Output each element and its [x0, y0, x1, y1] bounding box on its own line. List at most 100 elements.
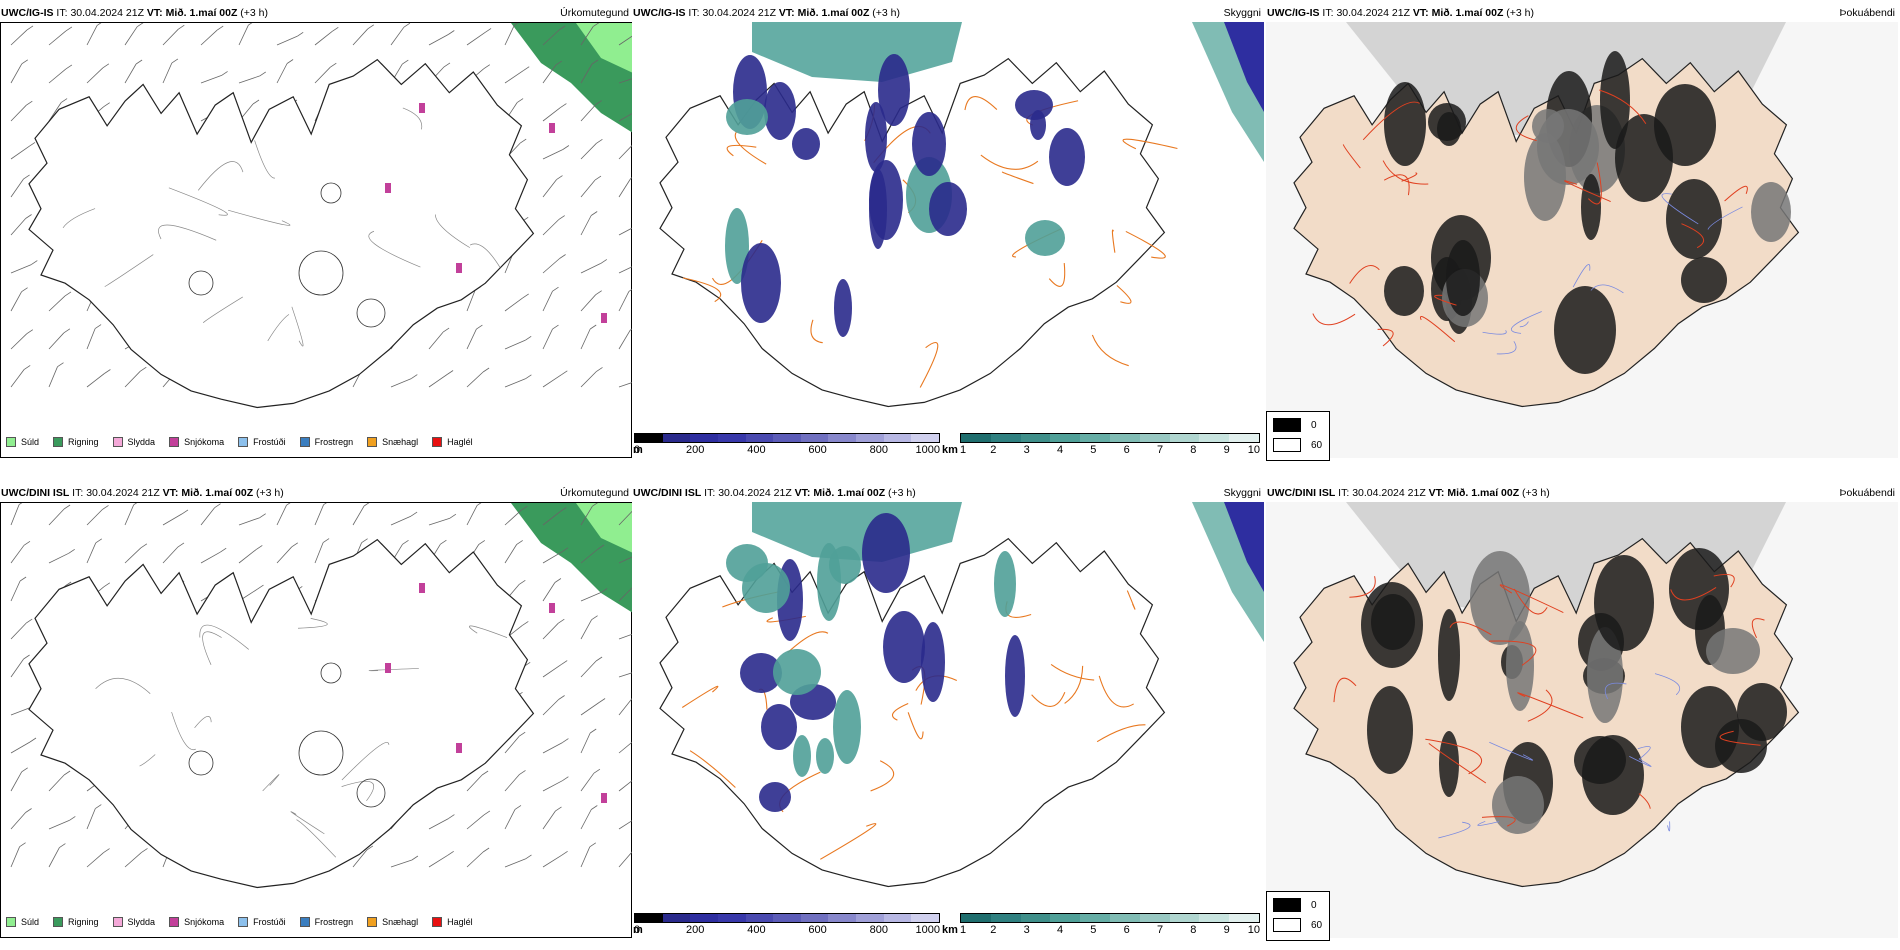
- valid-time-value: Mið. 1.maí 00Z: [1431, 7, 1504, 19]
- colorbar-segment: [773, 434, 801, 442]
- legend-label: Frostregn: [314, 917, 354, 927]
- legend-swatch: [53, 917, 64, 927]
- legend-label: Haglél: [447, 917, 473, 927]
- colorbar-segment: [717, 434, 746, 442]
- colorbar-tick-label: 800: [869, 924, 888, 936]
- map-area: [0, 22, 632, 458]
- colorbar-segment: [883, 914, 912, 922]
- valid-time-value: Mið. 1.maí 00Z: [813, 487, 886, 499]
- colorbar-tick-label: 200: [686, 924, 705, 936]
- colorbar-tick-label: 9: [1223, 924, 1230, 936]
- legend-label: Frostregn: [314, 437, 354, 447]
- legend-label: Frostúði: [253, 437, 286, 447]
- colorbar-tick-label: 600: [808, 924, 827, 936]
- colorbar-tick-label: 1: [960, 924, 967, 936]
- legend-item: Haglél: [432, 437, 473, 447]
- visibility-panel: UWC/IG-IS IT: 30.04.2024 21Z VT: Mið. 1.…: [632, 0, 1264, 463]
- init-time-value: 30.04.2024 21Z: [86, 487, 160, 499]
- fog-legend-row: 60: [1273, 438, 1322, 452]
- precip-type-legend: Súld Rigning Slydda Snjókoma Frostúði Frostre…: [6, 915, 487, 929]
- fog-index-map: [1266, 502, 1898, 938]
- fog-index-map: [1266, 22, 1898, 458]
- roads: [1312, 89, 1748, 347]
- fog-legend-swatch: [1273, 898, 1301, 912]
- colorbar-unit: km: [942, 924, 958, 936]
- lead-time: (+3 h): [872, 7, 901, 19]
- precip-type-legend: Súld Rigning Slydda Snjókoma Frostúði Frostre…: [6, 435, 487, 449]
- legend-swatch: [299, 437, 310, 447]
- colorbar-segment: [745, 434, 774, 442]
- colorbar-tick-label: 200: [686, 444, 705, 456]
- colorbar-segment: [856, 434, 884, 442]
- init-time-value: 30.04.2024 21Z: [1336, 7, 1410, 19]
- colorbar-segment: [773, 914, 801, 922]
- glacier-outline: [188, 270, 214, 296]
- snow-spot: [419, 103, 425, 113]
- init-time-label: IT:: [1322, 7, 1334, 19]
- colorbar-segment: [662, 914, 691, 922]
- legend-swatch: [6, 917, 16, 927]
- colorbar-segment: [1020, 434, 1051, 442]
- lead-time: (+3 h): [1522, 487, 1550, 499]
- colorbar-segment: [1080, 434, 1110, 442]
- colorbar-segment: [961, 434, 991, 442]
- colorbar-tick-label: 400: [747, 924, 766, 936]
- cloud-base-area: [1224, 502, 1264, 592]
- fog-index-legend: 0 60: [1266, 411, 1330, 461]
- legend-item: Súld: [6, 437, 39, 447]
- legend-item: Snjókoma: [169, 437, 224, 447]
- precip-type-panel: UWC/IG-IS IT: 30.04.2024 21Z VT: Mið. 1.…: [0, 0, 632, 463]
- legend-item: Slydda: [112, 917, 156, 927]
- legend-swatch: [6, 437, 16, 447]
- legend-item: Snæhagl: [367, 917, 418, 927]
- legend-item: Snjókoma: [169, 917, 224, 927]
- colorbar-segment: [717, 914, 746, 922]
- iceland-coastline: [28, 58, 535, 409]
- legend-label: Slydda: [127, 917, 156, 927]
- model-name: UWC/DINI ISL: [1, 487, 70, 499]
- colorbar-tick-label: 5: [1090, 924, 1097, 936]
- legend-swatch: [432, 437, 443, 447]
- roads: [681, 590, 1146, 860]
- legend-item: Haglél: [432, 917, 473, 927]
- legend-swatch: [432, 917, 443, 927]
- iceland-coastline: [28, 538, 535, 889]
- colorbar-tick-label: 8: [1190, 924, 1197, 936]
- glacier-outline: [298, 250, 344, 296]
- colorbar-tick-label: 2: [990, 924, 997, 936]
- legend-swatch: [299, 917, 310, 927]
- legend-label: Snjókoma: [184, 917, 225, 927]
- snow-spot: [456, 263, 462, 273]
- fog-legend-row: 60: [1273, 918, 1322, 932]
- legend-label: Súld: [21, 917, 40, 927]
- product-name: Úrkomutegund: [560, 487, 629, 499]
- product-name: Skyggni: [1223, 7, 1261, 19]
- colorbar-segment: [635, 434, 663, 442]
- roads: [1333, 573, 1765, 827]
- colorbar-segment: [1050, 914, 1081, 922]
- fog-legend-swatch: [1273, 918, 1301, 932]
- colorbar-segment: [911, 914, 940, 922]
- colorbar-tick-label: 6: [1123, 444, 1130, 456]
- colorbar-segment: [1080, 914, 1110, 922]
- glacier-outline: [298, 730, 344, 776]
- valid-time-label: VT:: [1428, 487, 1445, 499]
- valid-time-label: VT:: [162, 487, 179, 499]
- legend-label: Rigning: [68, 437, 99, 447]
- legend-label: Rigning: [68, 917, 99, 927]
- glacier-outline: [188, 750, 214, 776]
- lead-time: (+3 h): [256, 487, 284, 499]
- map-area: [0, 502, 632, 938]
- legend-item: Snæhagl: [367, 437, 418, 447]
- model-name: UWC/IG-IS: [1267, 7, 1320, 19]
- glacier-outline: [320, 662, 342, 684]
- colorbar-tick-label: 4: [1056, 444, 1064, 456]
- fog-legend-label: 60: [1311, 919, 1323, 931]
- drizzle-area: [576, 503, 632, 553]
- colorbar-segment: [856, 914, 884, 922]
- valid-time-label: VT:: [778, 7, 795, 19]
- legend-swatch: [169, 917, 180, 927]
- colorbar-tick-label: 6: [1123, 924, 1130, 936]
- panel-header: UWC/DINI ISL IT: 30.04.2024 21Z VT: Mið.…: [1, 487, 629, 501]
- legend-item: Frostúði: [238, 917, 286, 927]
